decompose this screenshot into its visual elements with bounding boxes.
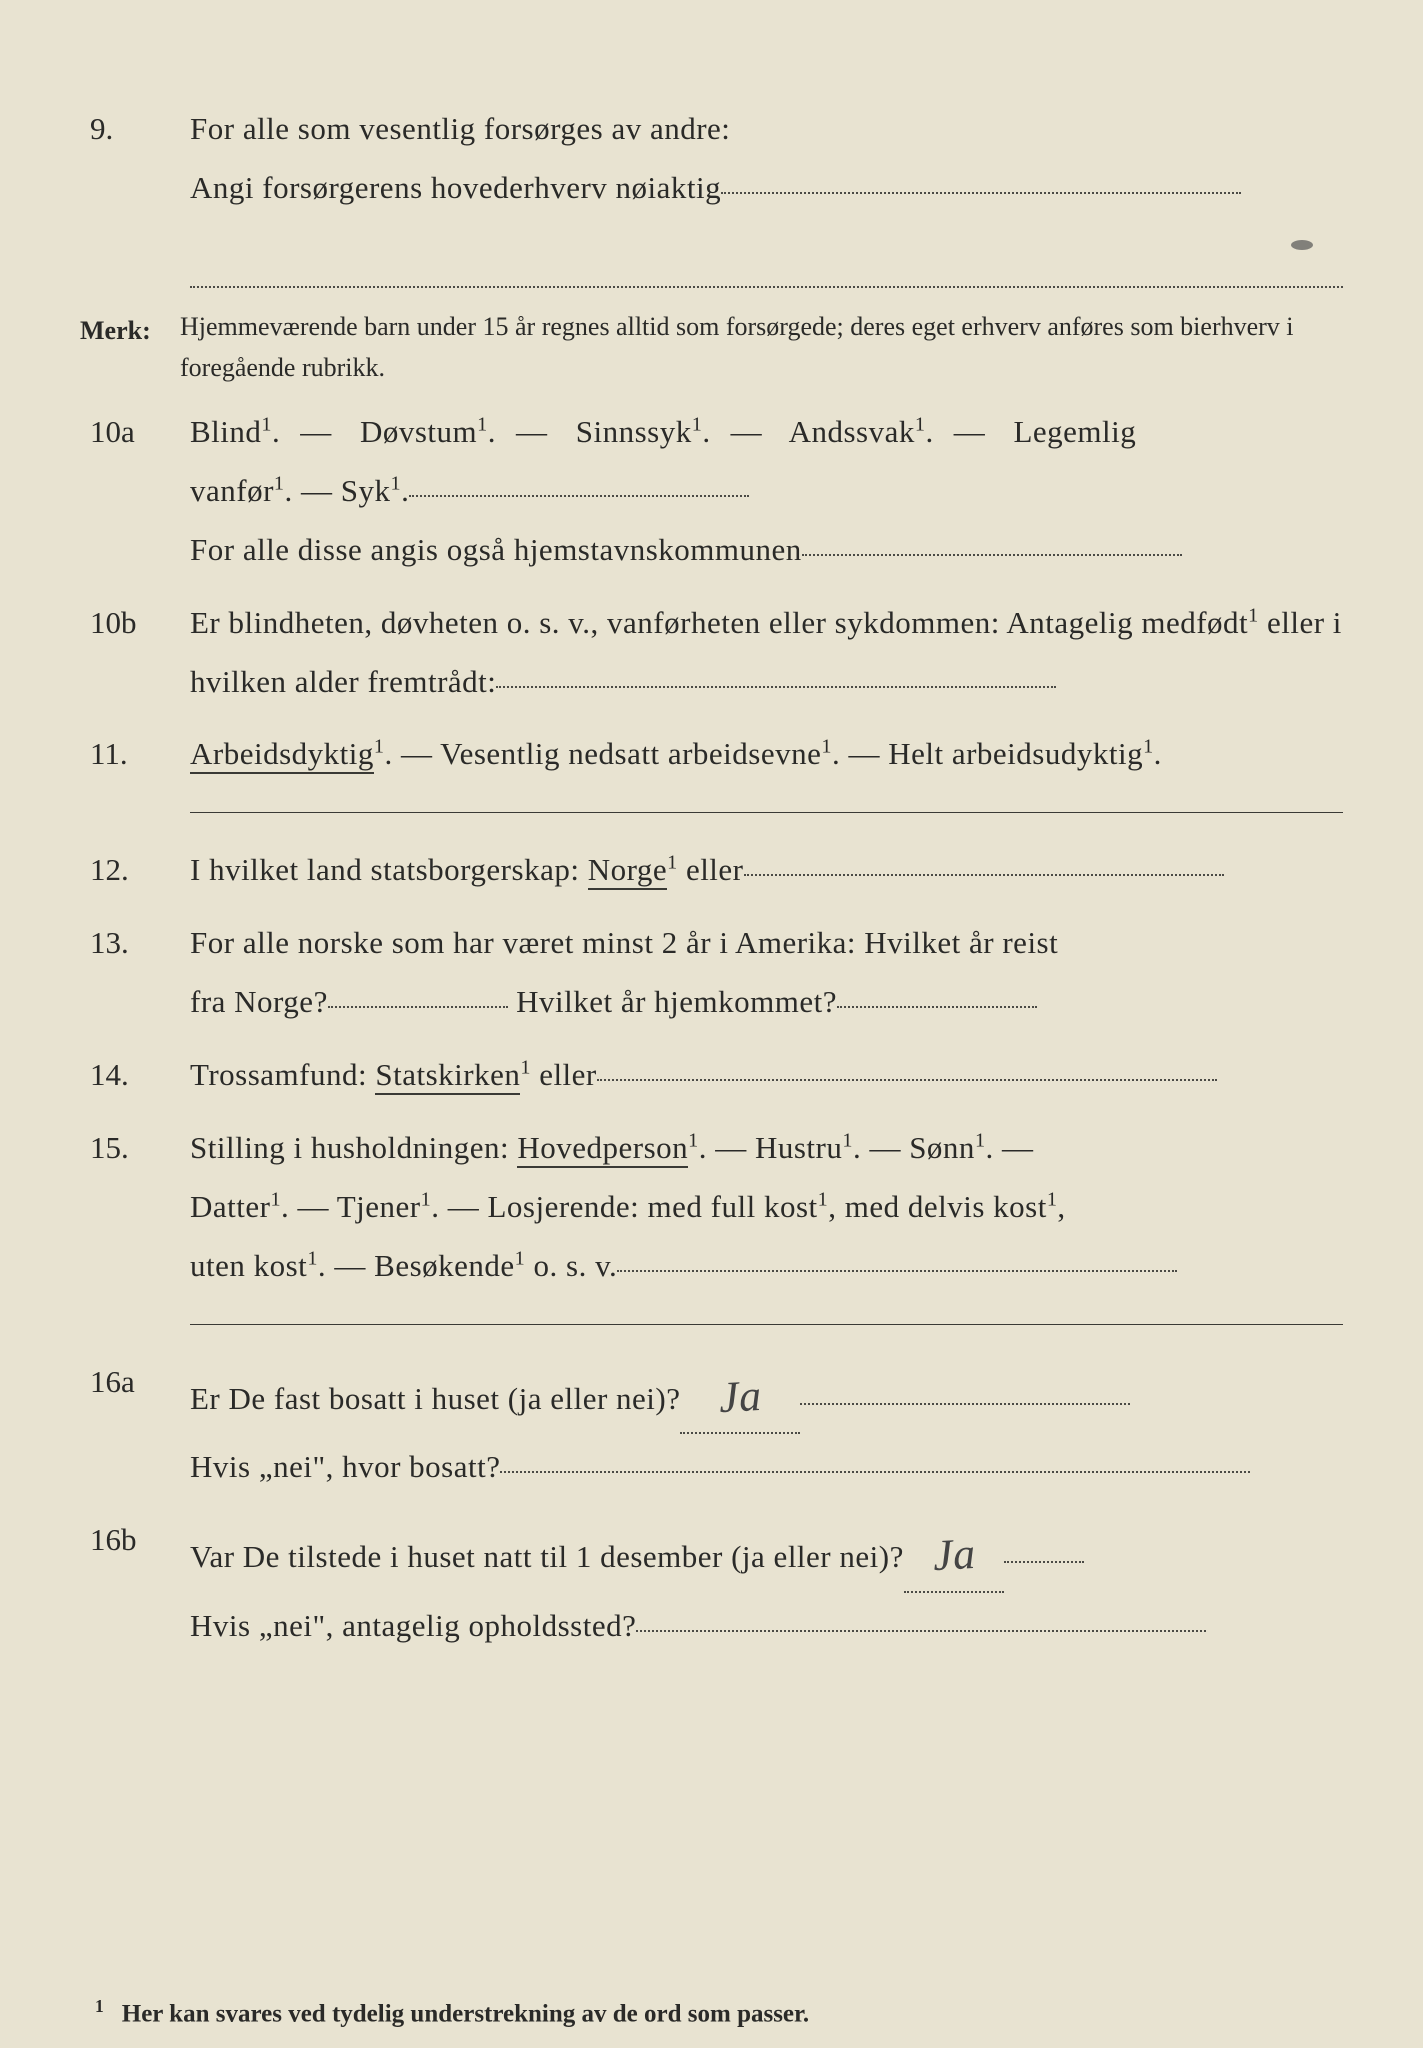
- q10b-blank: [496, 686, 1056, 688]
- q16b-blank1: [1004, 1561, 1084, 1563]
- q15-l3a: uten kost: [190, 1248, 307, 1283]
- q10b-number: 10b: [80, 594, 190, 712]
- q11-opt1: Arbeidsdyktig: [190, 736, 374, 774]
- q10a-opt5: Legemlig: [1013, 414, 1136, 449]
- q13-number: 13.: [80, 914, 190, 1032]
- q16b-ans1: Ja: [930, 1512, 977, 1598]
- question-12: 12. I hvilket land statsborgerskap: Norg…: [80, 841, 1343, 900]
- q16b-q2: Hvis „nei", antagelig opholdssted?: [190, 1608, 636, 1643]
- q16b-blank2: [636, 1630, 1206, 1632]
- q11-number: 11.: [80, 725, 190, 784]
- q10a-opt2: Døvstum: [360, 414, 477, 449]
- q9-content: For alle som vesentlig forsørges av andr…: [190, 100, 1343, 288]
- q16a-content: Er De fast bosatt i huset (ja eller nei)…: [190, 1353, 1343, 1497]
- q14-blank: [597, 1079, 1217, 1081]
- q15-l2d: , med delvis kost: [828, 1189, 1047, 1224]
- question-15: 15. Stilling i husholdningen: Hovedperso…: [80, 1119, 1343, 1296]
- q16a-q1: Er De fast bosatt i huset (ja eller nei)…: [190, 1381, 680, 1416]
- q10a-number: 10a: [80, 403, 190, 580]
- q15-number: 15.: [80, 1119, 190, 1296]
- question-10b: 10b Er blindheten, døvheten o. s. v., va…: [80, 594, 1343, 712]
- q15-content: Stilling i husholdningen: Hovedperson1. …: [190, 1119, 1343, 1296]
- q11-end: . — Helt arbeidsudyktig: [832, 736, 1143, 771]
- q9-line1: For alle som vesentlig forsørges av andr…: [190, 111, 730, 146]
- q16a-number: 16a: [80, 1353, 190, 1497]
- q9-number: 9.: [80, 100, 190, 288]
- q16b-ans1-field: Ja: [904, 1507, 1004, 1593]
- merk-label: Merk:: [80, 306, 180, 389]
- q15-blank: [617, 1270, 1177, 1272]
- q9-blank-line: [190, 248, 1343, 288]
- q15-l2b: . — Tjener: [281, 1189, 421, 1224]
- divider-1: [190, 812, 1343, 813]
- q12-number: 12.: [80, 841, 190, 900]
- q13-content: For alle norske som har været minst 2 år…: [190, 914, 1343, 1032]
- q12-content: I hvilket land statsborgerskap: Norge1 e…: [190, 841, 1343, 900]
- question-9: 9. For alle som vesentlig forsørges av a…: [80, 100, 1343, 288]
- footnote: 1 Her kan svares ved tydelig understrekni…: [95, 1996, 809, 2028]
- question-11: 11. Arbeidsdyktig1. — Vesentlig nedsatt …: [80, 725, 1343, 784]
- footnote-text: Her kan svares ved tydelig understreknin…: [122, 2000, 809, 2027]
- q16a-blank1: [800, 1403, 1130, 1405]
- footnote-marker: 1: [95, 1996, 104, 2016]
- q16b-number: 16b: [80, 1511, 190, 1655]
- question-13: 13. For alle norske som har været minst …: [80, 914, 1343, 1032]
- q15-opt1: Hovedperson: [517, 1130, 688, 1168]
- q13-blank2: [837, 1006, 1037, 1008]
- q15-l2a: Datter: [190, 1189, 270, 1224]
- q12-text: I hvilket land statsborgerskap:: [190, 852, 588, 887]
- q10b-content: Er blindheten, døvheten o. s. v., vanfør…: [190, 594, 1343, 712]
- question-14: 14. Trossamfund: Statskirken1 eller: [80, 1046, 1343, 1105]
- divider-2: [190, 1324, 1343, 1325]
- q15-text: Stilling i husholdningen:: [190, 1130, 517, 1165]
- q10a-line3: For alle disse angis også hjemstavnskomm…: [190, 532, 802, 567]
- q9-blank: [721, 192, 1241, 194]
- q10a-blank2: [802, 554, 1182, 556]
- merk-text: Hjemmeværende barn under 15 år regnes al…: [180, 306, 1343, 389]
- q12-blank: [744, 874, 1224, 876]
- q10a-opt3: Sinnssyk: [576, 414, 692, 449]
- census-form-page: 9. For alle som vesentlig forsørges av a…: [0, 0, 1423, 2048]
- smudge-mark: [1291, 240, 1313, 250]
- q15-l2c: . — Losjerende: med full kost: [431, 1189, 817, 1224]
- q15-mid1: . — Hustru: [699, 1130, 843, 1165]
- q12-after: eller: [678, 852, 744, 887]
- q16a-blank2: [500, 1471, 1250, 1473]
- q14-number: 14.: [80, 1046, 190, 1105]
- q11-mid: — Vesentlig nedsatt arbeidsevne: [393, 736, 822, 771]
- q12-opt: Norge: [588, 852, 667, 890]
- q10a-opt7: Syk: [341, 473, 391, 508]
- question-16a: 16a Er De fast bosatt i huset (ja eller …: [80, 1353, 1343, 1497]
- q16a-ans1: Ja: [717, 1353, 764, 1439]
- q14-after: eller: [531, 1057, 597, 1092]
- question-16b: 16b Var De tilstede i huset natt til 1 d…: [80, 1511, 1343, 1655]
- q10a-opt1: Blind: [190, 414, 261, 449]
- q10a-opt6: vanfør: [190, 473, 274, 508]
- q11-content: Arbeidsdyktig1. — Vesentlig nedsatt arbe…: [190, 725, 1343, 784]
- q13-blank1: [328, 1006, 508, 1008]
- q9-line2: Angi forsørgerens hovederhverv nøiaktig: [190, 170, 721, 205]
- q10a-blank1: [409, 495, 749, 497]
- q15-l3c: o. s. v.: [525, 1248, 617, 1283]
- q16a-ans1-field: Ja: [680, 1349, 800, 1435]
- q14-content: Trossamfund: Statskirken1 eller: [190, 1046, 1343, 1105]
- q13-text2: fra Norge?: [190, 984, 328, 1019]
- q15-l3b: . — Besøkende: [318, 1248, 515, 1283]
- question-10a: 10a Blind1.— Døvstum1.— Sinnssyk1.— Ands…: [80, 403, 1343, 580]
- merk-row: Merk: Hjemmeværende barn under 15 år reg…: [80, 306, 1343, 389]
- q13-text1: For alle norske som har været minst 2 år…: [190, 925, 1058, 960]
- q16b-content: Var De tilstede i huset natt til 1 desem…: [190, 1511, 1343, 1655]
- q14-text: Trossamfund:: [190, 1057, 375, 1092]
- q14-opt: Statskirken: [375, 1057, 520, 1095]
- q16a-q2: Hvis „nei", hvor bosatt?: [190, 1449, 500, 1484]
- q10a-opt4: Andssvak: [789, 414, 915, 449]
- q15-mid2: . — Sønn: [853, 1130, 975, 1165]
- q16b-q1: Var De tilstede i huset natt til 1 desem…: [190, 1539, 904, 1574]
- q10b-text: Er blindheten, døvheten o. s. v., vanfør…: [190, 605, 1248, 640]
- q13-text3: Hvilket år hjemkommet?: [516, 984, 837, 1019]
- q10a-content: Blind1.— Døvstum1.— Sinnssyk1.— Andssvak…: [190, 403, 1343, 580]
